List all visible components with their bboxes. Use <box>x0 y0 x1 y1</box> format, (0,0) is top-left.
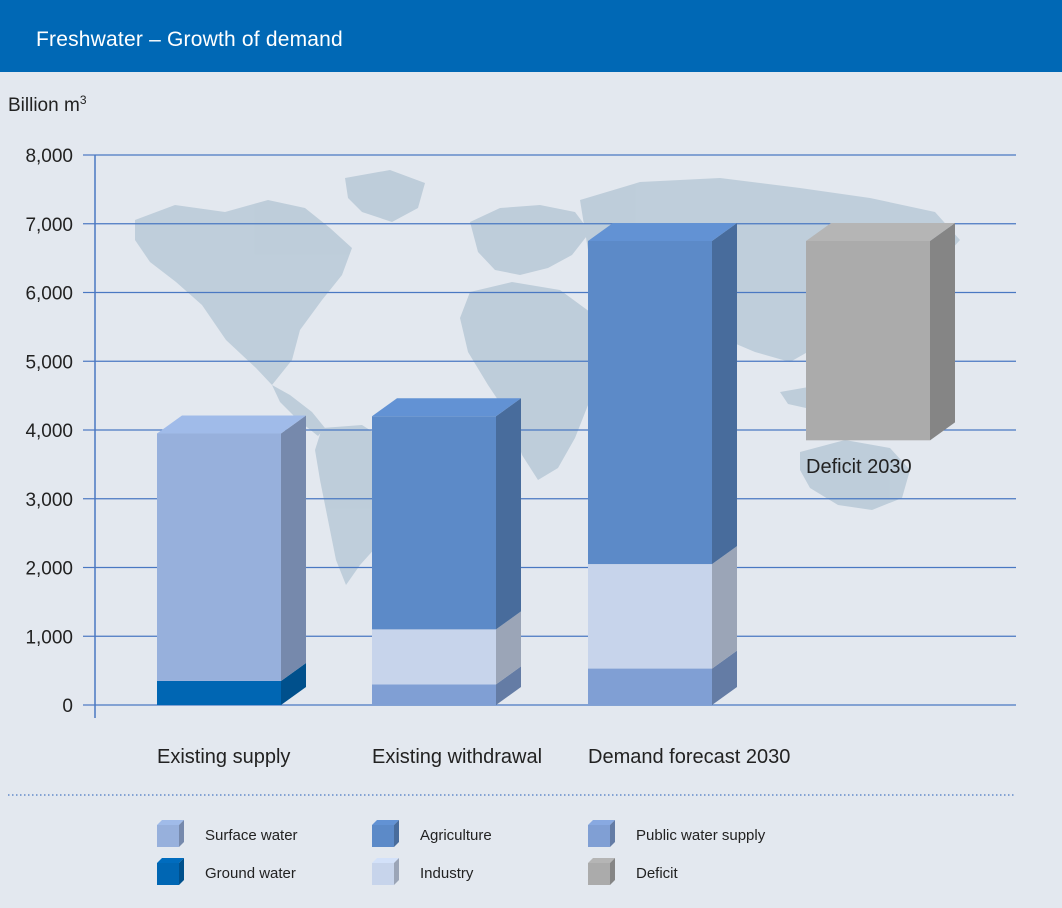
legend-swatch <box>157 820 184 847</box>
bar-deficit <box>806 222 955 441</box>
legend-label: Ground water <box>205 865 296 882</box>
legend-label: Public water supply <box>636 827 766 844</box>
bar-industry <box>372 611 521 685</box>
deficit-annotation: Deficit 2030 <box>806 456 912 478</box>
chart-title: Freshwater – Growth of demand <box>36 28 343 51</box>
legend-swatch <box>372 858 399 885</box>
bar-public-water-supply <box>588 650 737 705</box>
x-category-label: Demand forecast 2030 <box>588 746 790 768</box>
legend-swatch <box>588 858 615 885</box>
x-category-label: Existing supply <box>157 746 290 768</box>
y-tick-label: 2,000 <box>25 559 73 580</box>
y-tick-label: 0 <box>62 696 73 717</box>
legend-swatch <box>588 820 615 847</box>
bar-public-water-supply <box>372 666 521 705</box>
y-tick-label: 4,000 <box>25 421 73 442</box>
map-europe <box>470 205 590 275</box>
map-australia <box>800 440 910 510</box>
legend-swatch <box>157 858 184 885</box>
bar-agriculture <box>588 222 737 565</box>
legend-swatch <box>372 820 399 847</box>
y-tick-label: 3,000 <box>25 490 73 511</box>
map-central-america <box>272 385 325 436</box>
y-tick-label: 8,000 <box>25 146 73 167</box>
x-category-label: Existing withdrawal <box>372 746 542 768</box>
y-tick-label: 6,000 <box>25 284 73 305</box>
chart-header: Freshwater – Growth of demand <box>0 0 1062 72</box>
y-tick-label: 1,000 <box>25 627 73 648</box>
y-tick-label: 5,000 <box>25 352 73 373</box>
legend-label: Deficit <box>636 865 679 882</box>
chart-labels: Billion m3 0 1,000 2,000 3,000 4,000 5,000 6,00… <box>8 93 912 768</box>
chart-legend: Surface water Agriculture Public water sup… <box>8 794 1016 885</box>
bar-agriculture <box>372 398 521 630</box>
bar-industry <box>588 546 737 669</box>
bar-ground-water <box>157 662 306 705</box>
y-tick-label: 7,000 <box>25 215 73 236</box>
y-axis-title: Billion m3 <box>8 93 87 116</box>
legend-label: Surface water <box>205 827 298 844</box>
bar-surface-water <box>157 415 306 681</box>
chart-bars <box>157 222 955 705</box>
map-greenland <box>345 170 425 222</box>
legend-label: Industry <box>420 865 474 882</box>
legend-label: Agriculture <box>420 827 492 844</box>
